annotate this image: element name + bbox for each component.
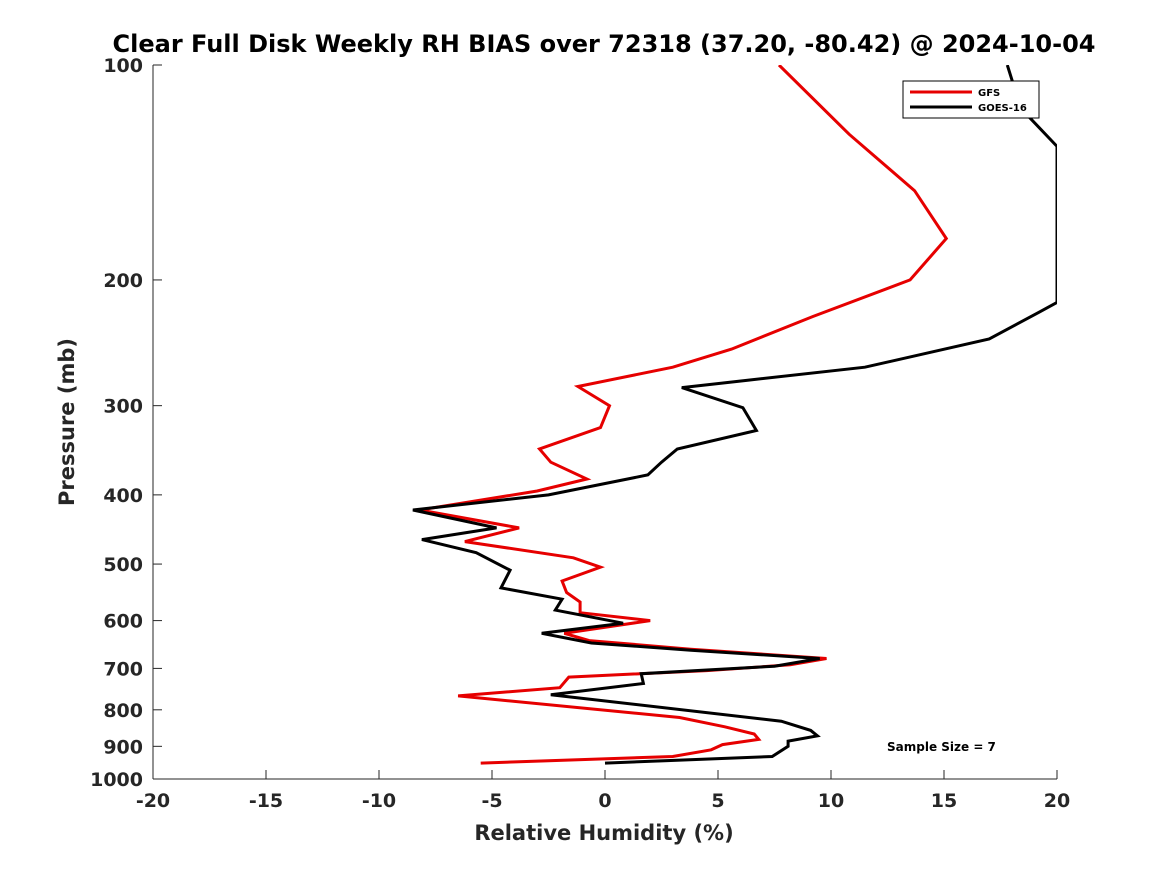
- y-tick-label: 900: [103, 736, 143, 758]
- y-axis-ticks: 100 200 300 400 500 600 700 800 900 1000: [90, 55, 162, 791]
- x-tick-label: 10: [818, 790, 844, 812]
- x-tick-label: 15: [931, 790, 957, 812]
- x-tick-label: 5: [711, 790, 724, 812]
- x-tick-label: 0: [598, 790, 611, 812]
- y-tick-label: 700: [103, 658, 143, 680]
- legend-label-gfs: GFS: [978, 88, 1000, 99]
- y-tick-label: 800: [103, 700, 143, 722]
- legend: GFS GOES-16: [902, 80, 1040, 119]
- y-tick-label: 100: [103, 55, 143, 77]
- series-line-goes-16: [412, 65, 1057, 765]
- legend-label-goes16: GOES-16: [978, 103, 1027, 114]
- x-tick-label: -10: [362, 790, 396, 812]
- y-tick-label: 300: [103, 396, 143, 418]
- chart-title: Clear Full Disk Weekly RH BIAS over 7231…: [113, 30, 1096, 58]
- series-line-gfs: [419, 65, 949, 765]
- y-tick-label: 500: [103, 554, 143, 576]
- x-axis-label: Relative Humidity (%): [474, 821, 733, 845]
- y-tick-label: 200: [103, 270, 143, 292]
- sample-size-annotation: Sample Size = 7: [887, 740, 996, 754]
- x-tick-label: -5: [481, 790, 502, 812]
- legend-box: [902, 80, 1040, 119]
- x-tick-label: -15: [249, 790, 283, 812]
- series-lines: [412, 65, 1057, 765]
- x-tick-label: -20: [136, 790, 170, 812]
- y-tick-label: 400: [103, 485, 143, 507]
- y-axis-label: Pressure (mb): [55, 338, 79, 506]
- y-tick-label: 1000: [90, 769, 143, 791]
- x-axis-ticks: -20 -15 -10 -5 0 5 10 15 20: [136, 770, 1070, 812]
- x-tick-label: 20: [1044, 790, 1070, 812]
- y-tick-label: 600: [103, 611, 143, 633]
